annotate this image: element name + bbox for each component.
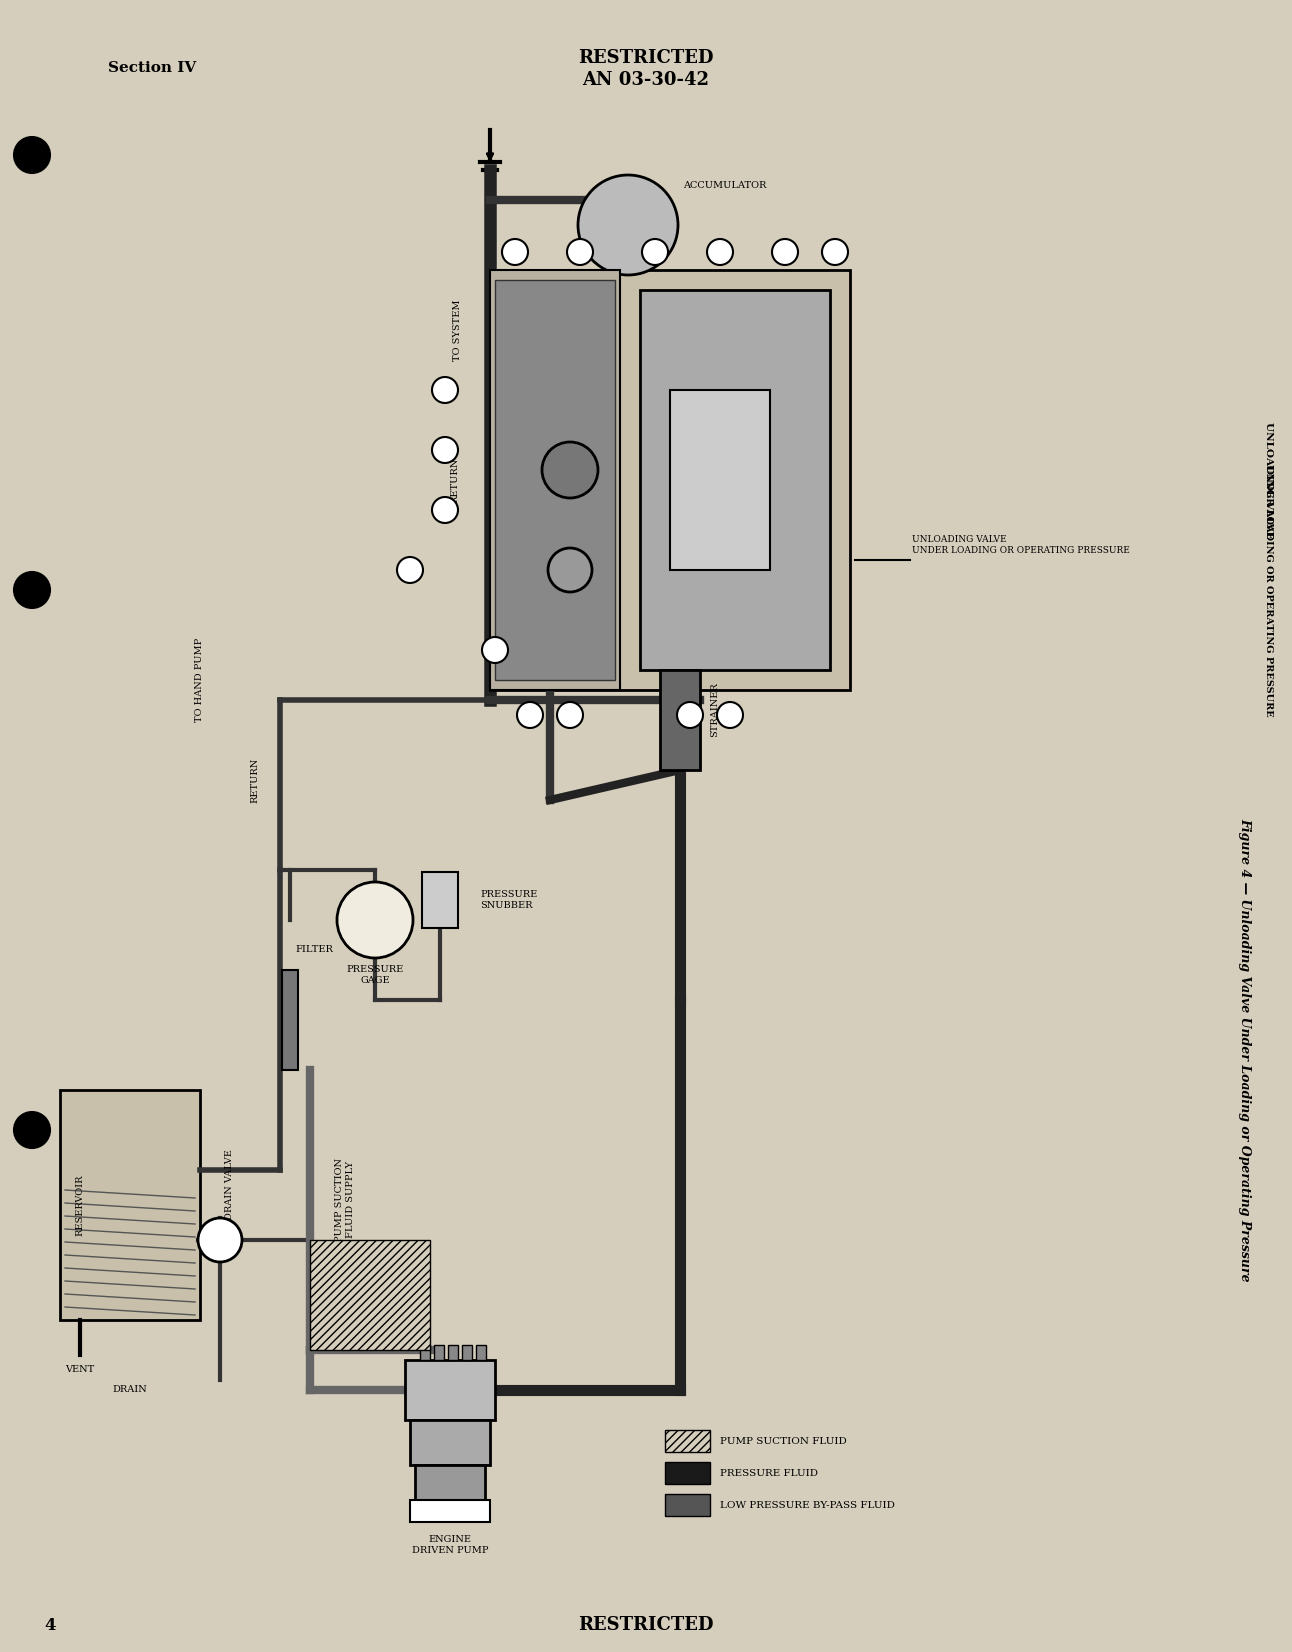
Text: AN 03-30-42: AN 03-30-42: [583, 71, 709, 89]
Bar: [640, 291, 829, 671]
Circle shape: [397, 557, 422, 583]
Bar: [660, 671, 700, 770]
Text: 2: 2: [442, 385, 448, 395]
Circle shape: [543, 443, 598, 497]
Text: DRAIN VALVE: DRAIN VALVE: [226, 1150, 235, 1221]
Text: D: D: [576, 248, 584, 256]
Text: C: C: [831, 248, 839, 256]
Bar: [282, 970, 298, 1070]
Text: RESTRICTED: RESTRICTED: [579, 50, 713, 68]
Circle shape: [773, 240, 798, 264]
Text: RESTRICTED: RESTRICTED: [579, 1616, 713, 1634]
Bar: [448, 1345, 457, 1360]
Text: ENGINE
DRIVEN PUMP: ENGINE DRIVEN PUMP: [412, 1535, 488, 1555]
Circle shape: [642, 240, 668, 264]
Bar: [665, 1431, 711, 1452]
Bar: [463, 1345, 472, 1360]
Text: C: C: [782, 248, 788, 256]
Text: LOW PRESSURE BY-PASS FLUID: LOW PRESSURE BY-PASS FLUID: [720, 1500, 895, 1510]
Text: 4: 4: [527, 710, 532, 720]
Circle shape: [482, 638, 508, 662]
Circle shape: [548, 548, 592, 591]
Text: PRESSURE FLUID: PRESSURE FLUID: [720, 1469, 818, 1477]
Circle shape: [337, 882, 413, 958]
Text: 4: 4: [44, 1617, 56, 1634]
Bar: [410, 1500, 490, 1521]
Bar: [404, 1360, 495, 1421]
Bar: [415, 1465, 484, 1500]
Circle shape: [567, 240, 593, 264]
Circle shape: [557, 702, 583, 729]
Text: S: S: [492, 646, 499, 654]
Bar: [420, 1345, 430, 1360]
Circle shape: [707, 240, 733, 264]
Text: ACCUMULATOR: ACCUMULATOR: [683, 180, 766, 190]
Text: RESERVOIR: RESERVOIR: [75, 1175, 84, 1236]
Bar: [59, 1090, 200, 1320]
Circle shape: [677, 702, 703, 729]
Text: PRESSURE
SNUBBER: PRESSURE SNUBBER: [481, 890, 537, 910]
Text: TO SYSTEM: TO SYSTEM: [453, 299, 463, 360]
Text: 4: 4: [442, 506, 448, 514]
Text: UNDER LOADING OR OPERATING PRESSURE: UNDER LOADING OR OPERATING PRESSURE: [1264, 464, 1273, 717]
Text: FILTER: FILTER: [295, 945, 333, 955]
Bar: [665, 1462, 711, 1483]
Circle shape: [198, 1218, 242, 1262]
Circle shape: [822, 240, 848, 264]
Text: B: B: [512, 248, 518, 256]
Text: P: P: [687, 710, 693, 720]
Text: 1: 1: [407, 565, 413, 575]
Bar: [410, 1421, 490, 1465]
Text: RETURN: RETURN: [451, 458, 460, 502]
Circle shape: [14, 572, 50, 608]
Circle shape: [517, 702, 543, 729]
Text: PRESSURE
GAGE: PRESSURE GAGE: [346, 965, 403, 985]
Text: UNLOADING VALVE
UNDER LOADING OR OPERATING PRESSURE: UNLOADING VALVE UNDER LOADING OR OPERATI…: [912, 535, 1130, 555]
Bar: [434, 1345, 444, 1360]
Text: Figure 4 — Unloading Valve Under Loading or Operating Pressure: Figure 4 — Unloading Valve Under Loading…: [1239, 818, 1252, 1282]
Bar: [490, 269, 850, 691]
Polygon shape: [310, 1241, 430, 1350]
Circle shape: [717, 702, 743, 729]
Text: 1: 1: [567, 710, 572, 720]
Text: E: E: [651, 248, 659, 256]
Circle shape: [14, 1112, 50, 1148]
Text: Section IV: Section IV: [109, 61, 196, 74]
Text: PUMP SUCTION FLUID: PUMP SUCTION FLUID: [720, 1437, 846, 1446]
Circle shape: [578, 175, 678, 274]
Text: TO HAND PUMP: TO HAND PUMP: [195, 638, 204, 722]
Text: RETURN: RETURN: [251, 757, 260, 803]
Bar: [475, 1345, 486, 1360]
Circle shape: [432, 377, 457, 403]
Text: DRAIN: DRAIN: [112, 1386, 147, 1394]
Text: β: β: [717, 248, 722, 256]
Text: 10: 10: [725, 710, 735, 720]
Bar: [665, 1493, 711, 1517]
Bar: [671, 390, 770, 570]
Circle shape: [14, 137, 50, 173]
Circle shape: [432, 438, 457, 463]
Bar: [490, 269, 620, 691]
Text: VENT: VENT: [66, 1366, 94, 1374]
Circle shape: [503, 240, 528, 264]
Text: UNLOADING VALVE: UNLOADING VALVE: [1264, 421, 1273, 539]
Circle shape: [432, 497, 457, 524]
Bar: [422, 872, 457, 928]
Text: PUMP SUCTION
FLUID SUPPLY: PUMP SUCTION FLUID SUPPLY: [336, 1158, 355, 1242]
Text: 3: 3: [442, 446, 448, 454]
Text: STRAINER: STRAINER: [711, 682, 720, 737]
Bar: [495, 279, 615, 681]
